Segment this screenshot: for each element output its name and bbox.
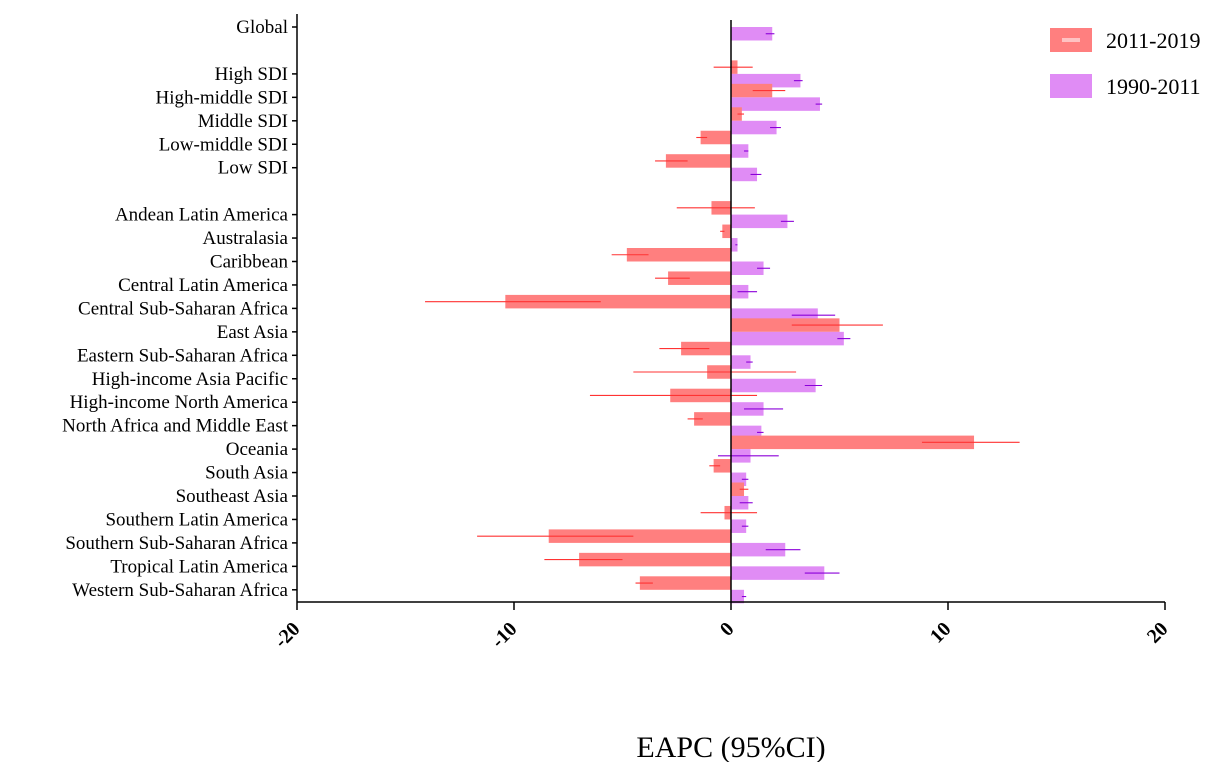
legend-swatch bbox=[1050, 74, 1092, 98]
axes-layer bbox=[292, 14, 1166, 610]
legend-label: 1990-2011 bbox=[1106, 74, 1201, 99]
category-label: South Asia bbox=[205, 463, 288, 484]
bar-1990-2011-13 bbox=[731, 378, 816, 393]
bar-2011-2019-5 bbox=[665, 154, 731, 168]
category-label: Low-middle SDI bbox=[159, 134, 288, 155]
bar-2011-2019-10 bbox=[505, 294, 731, 309]
bar-2011-2019-15 bbox=[694, 412, 731, 426]
category-label: North Africa and Middle East bbox=[62, 416, 289, 437]
bar-1990-2011-21 bbox=[731, 566, 825, 580]
bar-1990-2011-11 bbox=[731, 331, 844, 346]
x-tick-label: -10 bbox=[487, 618, 521, 652]
category-label: High-income Asia Pacific bbox=[92, 369, 288, 390]
bars-layer bbox=[505, 27, 975, 604]
bar-2011-2019-3 bbox=[731, 107, 742, 121]
category-label: Caribbean bbox=[210, 252, 289, 273]
bar-2011-2019-16 bbox=[731, 435, 975, 450]
bar-2011-2019-22 bbox=[639, 576, 731, 590]
bar-1990-2011-2 bbox=[731, 97, 820, 111]
bar-2011-2019-7 bbox=[722, 224, 731, 239]
x-tick-label: 0 bbox=[716, 618, 739, 641]
legend: 2011-2019 1990-2011 bbox=[1050, 28, 1201, 99]
bar-2011-2019-18 bbox=[731, 482, 745, 496]
bar-1990-2011-6 bbox=[731, 214, 788, 229]
x-axis-title: EAPC (95%CI) bbox=[636, 731, 825, 762]
category-label: Andean Latin America bbox=[115, 205, 289, 226]
bar-2011-2019-8 bbox=[626, 248, 731, 262]
category-label: Eastern Sub-Saharan Africa bbox=[77, 345, 289, 366]
category-label: Middle SDI bbox=[198, 111, 288, 132]
category-label: High-middle SDI bbox=[156, 87, 288, 108]
errorbars-layer bbox=[425, 33, 1020, 598]
bar-2011-2019-9 bbox=[668, 271, 731, 285]
bar-2011-2019-17 bbox=[713, 459, 731, 473]
bar-2011-2019-21 bbox=[579, 552, 731, 567]
x-tick-label: -20 bbox=[270, 618, 304, 652]
category-label: Central Sub-Saharan Africa bbox=[78, 298, 289, 319]
x-tick-label: 20 bbox=[1143, 618, 1173, 648]
bar-1990-2011-0 bbox=[731, 27, 773, 41]
x-tick-labels: -20 -10 0 10 20 bbox=[270, 618, 1172, 652]
category-label: Western Sub-Saharan Africa bbox=[72, 580, 288, 601]
bar-2011-2019-2 bbox=[731, 83, 773, 98]
bar-1990-2011-22 bbox=[731, 589, 745, 604]
bar-2011-2019-11 bbox=[731, 318, 840, 332]
category-label: Central Latin America bbox=[118, 275, 288, 296]
legend-swatch-mark bbox=[1062, 38, 1080, 42]
category-label: Global bbox=[236, 17, 288, 38]
bar-1990-2011-20 bbox=[731, 542, 786, 557]
category-label: Southern Latin America bbox=[105, 509, 288, 530]
bar-1990-2011-7 bbox=[731, 238, 738, 252]
category-label: Australasia bbox=[203, 228, 289, 249]
bar-1990-2011-3 bbox=[731, 120, 777, 135]
category-label: Low SDI bbox=[218, 158, 288, 179]
bar-1990-2011-5 bbox=[731, 167, 758, 182]
category-label: Tropical Latin America bbox=[110, 556, 288, 577]
bar-2011-2019-4 bbox=[700, 130, 731, 145]
legend-label: 2011-2019 bbox=[1106, 28, 1201, 53]
category-label: Southern Sub-Saharan Africa bbox=[65, 533, 288, 554]
bar-1990-2011-12 bbox=[731, 355, 751, 369]
bar-2011-2019-20 bbox=[548, 529, 731, 543]
category-label: Southeast Asia bbox=[176, 486, 289, 507]
category-label: High-income North America bbox=[70, 392, 289, 413]
bar-1990-2011-4 bbox=[731, 144, 749, 158]
category-label: East Asia bbox=[217, 322, 289, 343]
bar-1990-2011-8 bbox=[731, 261, 764, 275]
category-label: High SDI bbox=[215, 64, 288, 85]
x-tick-label: 10 bbox=[926, 618, 956, 648]
bar-1990-2011-19 bbox=[731, 519, 747, 533]
category-label: Oceania bbox=[226, 439, 289, 460]
